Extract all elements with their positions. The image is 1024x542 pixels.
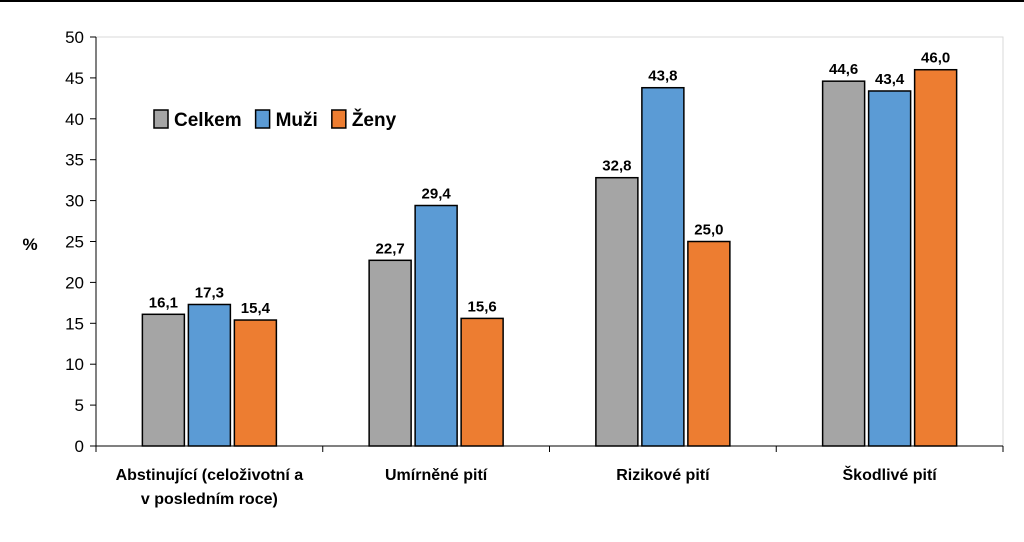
y-tick-label: 40	[65, 110, 84, 129]
data-label: 44,6	[829, 61, 858, 78]
legend-swatch	[153, 109, 169, 129]
bar	[687, 240, 731, 447]
legend-swatch	[254, 109, 271, 129]
x-category-label: Abstinující (celoživotní a	[116, 467, 304, 484]
y-tick-label: 15	[65, 314, 84, 333]
data-label: 43,4	[875, 71, 905, 88]
bar	[867, 90, 912, 447]
y-tick-label: 0	[75, 437, 84, 456]
y-tick-label: 25	[65, 233, 84, 252]
bar	[414, 204, 458, 447]
bar	[141, 313, 186, 447]
data-label: 43,8	[648, 68, 677, 85]
data-label: 46,0	[921, 50, 950, 67]
bar	[233, 319, 278, 447]
y-axis-label: %	[22, 235, 37, 254]
data-label: 22,7	[376, 240, 405, 257]
x-category-label: Umírněné pití	[385, 467, 488, 484]
bar	[641, 86, 685, 447]
data-label: 15,6	[468, 298, 497, 315]
data-label: 16,1	[149, 294, 178, 311]
x-category-label: Rizikové pití	[616, 467, 710, 484]
plot-area-border	[95, 36, 1004, 447]
legend-label: Ženy	[352, 109, 397, 131]
data-label: 25,0	[694, 222, 723, 239]
data-label: 17,3	[195, 284, 224, 301]
bar	[368, 259, 412, 447]
data-label: 32,8	[602, 158, 631, 175]
legend-label: Muži	[276, 110, 318, 131]
bar	[460, 317, 504, 447]
bar	[821, 80, 866, 447]
legend-swatch	[331, 109, 347, 129]
y-tick-label: 30	[65, 192, 84, 211]
legend-label: Celkem	[174, 110, 242, 131]
y-tick-label: 35	[65, 151, 84, 170]
data-label: 29,4	[422, 186, 452, 203]
data-label: 15,4	[241, 300, 271, 317]
bar	[913, 68, 958, 447]
x-category-label: Škodlivé pití	[843, 465, 938, 484]
y-tick-label: 20	[65, 273, 84, 292]
y-tick-label: 45	[65, 69, 84, 88]
y-tick-label: 50	[65, 28, 84, 47]
bar	[595, 176, 639, 447]
y-tick-label: 5	[75, 396, 84, 415]
bar	[187, 303, 232, 447]
x-category-label: v posledním roce)	[141, 491, 278, 508]
y-tick-label: 10	[65, 355, 84, 374]
